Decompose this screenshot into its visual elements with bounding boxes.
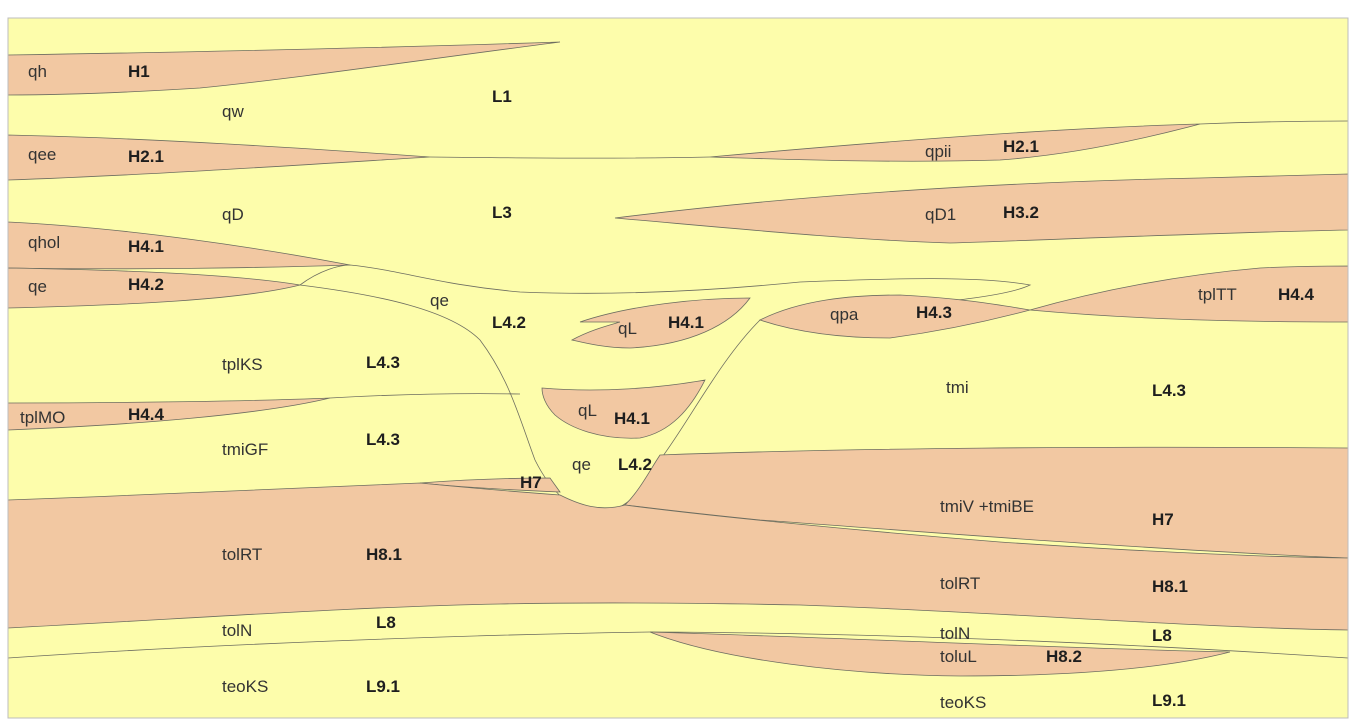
code-h2-1-right: H2.1 xyxy=(1003,137,1039,156)
code-l1: L1 xyxy=(492,87,512,106)
code-h8-1-left: H8.1 xyxy=(366,545,402,564)
code-l3: L3 xyxy=(492,203,512,222)
label-qw: qw xyxy=(222,102,244,121)
label-qpa: qpa xyxy=(830,305,859,324)
code-h4-1-upper: H4.1 xyxy=(668,313,704,332)
boundary-line xyxy=(329,393,521,399)
code-h2-1-left: H2.1 xyxy=(128,147,164,166)
unit-h2-1-right xyxy=(709,123,1201,162)
label-tolul: toluL xyxy=(940,647,977,666)
code-l4-3-left: L4.3 xyxy=(366,353,400,372)
unit-h4-1-lower xyxy=(541,379,706,439)
code-h8-1-right: H8.1 xyxy=(1152,577,1188,596)
label-qd1: qD1 xyxy=(925,205,956,224)
label-toln-left: tolN xyxy=(222,621,252,640)
code-h4-3: H4.3 xyxy=(916,303,952,322)
label-qd: qD xyxy=(222,205,244,224)
code-h3-2: H3.2 xyxy=(1003,203,1039,222)
label-tolrt-left: tolRT xyxy=(222,545,262,564)
code-h8-2: H8.2 xyxy=(1046,647,1082,666)
code-h4-1-lower: H4.1 xyxy=(614,409,650,428)
code-l8-left: L8 xyxy=(376,613,396,632)
label-tolrt-right: tolRT xyxy=(940,574,980,593)
unit-h4-4-right xyxy=(1029,265,1349,323)
label-toln-right: tolN xyxy=(940,624,970,643)
unit-h8-1 xyxy=(7,482,1349,631)
label-tmiv-tmibe: tmiV +tmiBE xyxy=(940,497,1034,516)
label-ql-lower: qL xyxy=(578,401,597,420)
code-h4-4-right: H4.4 xyxy=(1278,285,1314,304)
label-qpii: qpii xyxy=(925,142,951,161)
code-h7-right: H7 xyxy=(1152,510,1174,529)
code-l9-1-right: L9.1 xyxy=(1152,691,1186,710)
code-l4-2-lower: L4.2 xyxy=(618,455,652,474)
boundary-line xyxy=(1199,120,1349,125)
label-tplmo: tplMO xyxy=(20,408,65,427)
code-l4-3-mid: L4.3 xyxy=(366,430,400,449)
unit-h1 xyxy=(7,41,561,96)
code-l4-3-right: L4.3 xyxy=(1152,381,1186,400)
label-tpltt: tplTT xyxy=(1198,285,1237,304)
label-ql-upper: qL xyxy=(618,319,637,338)
unit-h8-2 xyxy=(649,631,1231,677)
code-h4-2: H4.2 xyxy=(128,275,164,294)
label-qe-lower: qe xyxy=(572,455,591,474)
code-h4-4-left: H4.4 xyxy=(128,405,164,424)
code-h7-left: H7 xyxy=(520,473,542,492)
unit-h2-1-left xyxy=(7,134,431,181)
code-l9-1-left: L9.1 xyxy=(366,677,400,696)
frame-border xyxy=(7,17,1349,719)
unit-h4-4-left xyxy=(7,397,331,431)
boundary-line xyxy=(429,156,711,159)
unit-h4-1-upper xyxy=(570,297,751,349)
label-tplks: tplKS xyxy=(222,355,263,374)
label-tmi: tmi xyxy=(946,378,969,397)
label-qh: qh xyxy=(28,62,47,81)
label-qe-center: qe xyxy=(430,291,449,310)
label-qhol: qhol xyxy=(28,233,60,252)
label-teoks-right: teoKS xyxy=(940,693,986,712)
code-h1: H1 xyxy=(128,62,150,81)
code-l4-2-upper: L4.2 xyxy=(492,313,526,332)
label-teoks-left: teoKS xyxy=(222,677,268,696)
label-qe-left: qe xyxy=(28,277,47,296)
code-h4-1-left: H4.1 xyxy=(128,237,164,256)
label-tmigf: tmiGF xyxy=(222,440,268,459)
label-qee: qee xyxy=(28,145,56,164)
code-l8-right: L8 xyxy=(1152,626,1172,645)
